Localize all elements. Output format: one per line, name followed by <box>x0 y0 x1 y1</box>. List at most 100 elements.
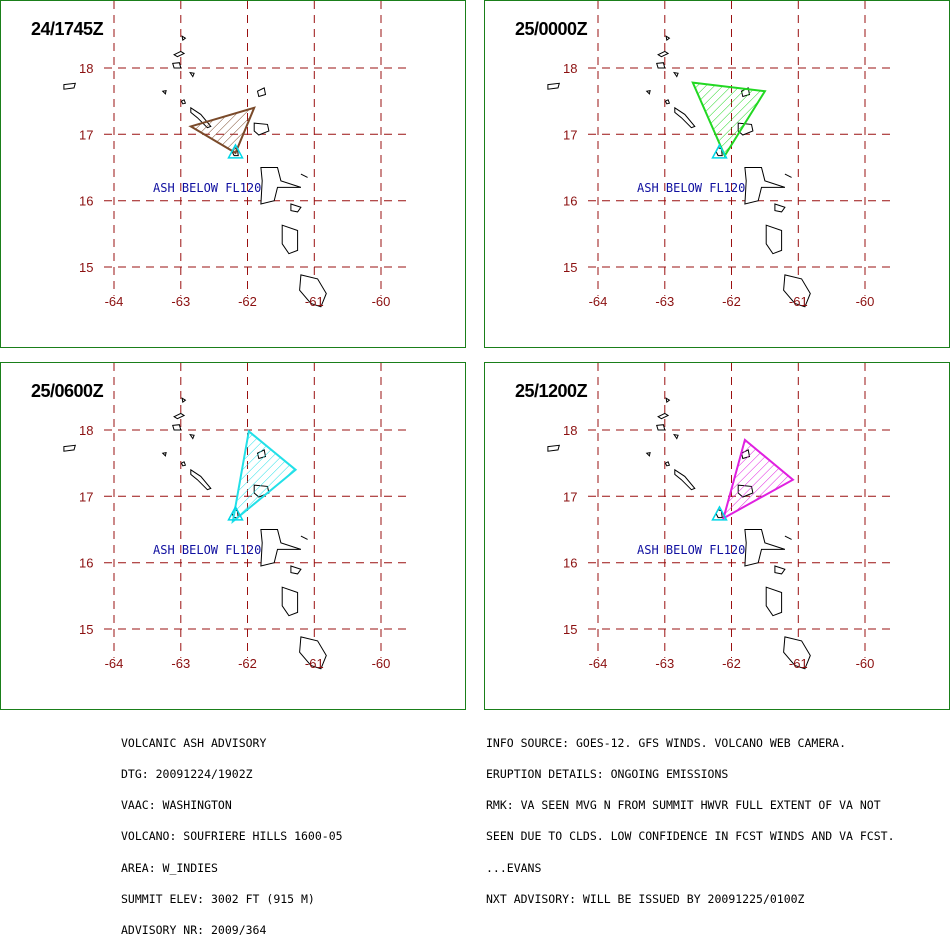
ash-cloud-polygon <box>691 81 767 158</box>
ash-cloud-polygon <box>231 429 298 524</box>
volcano-icon <box>227 505 244 521</box>
island-outline <box>674 468 696 491</box>
advisory-info-right: INFO SOURCE: GOES-12. GFS WINDS. VOLCANO… <box>486 717 895 915</box>
island-outline <box>256 87 267 98</box>
advisory-line: ADVISORY NR: 2009/364 <box>121 923 267 938</box>
longitude-label: -61 <box>789 294 808 309</box>
island-outline <box>181 397 187 403</box>
latitude-label: 15 <box>79 260 93 275</box>
longitude-label: -61 <box>789 656 808 671</box>
island-outline <box>189 433 195 440</box>
island-outline <box>290 565 302 575</box>
latitude-label: 15 <box>563 622 577 637</box>
map-panel-3: 18 17 16 15 -64 -63 -62 -61 -60 ASH BELOW FL120 2… <box>0 362 466 710</box>
forecast-time-label: 25/1200Z <box>515 381 588 401</box>
island-outline <box>673 71 679 78</box>
latitude-label: 15 <box>79 622 93 637</box>
longitude-label: -63 <box>171 294 190 309</box>
latitude-label: 16 <box>563 194 577 209</box>
map-panel-2: 18 17 16 15 -64 -63 -62 -61 -60 ASH BELOW FL120 2… <box>484 0 950 348</box>
island-outline <box>547 444 560 452</box>
longitude-label: -61 <box>305 294 324 309</box>
map-panel-1: 18 17 16 15 -64 -63 -62 -61 -60 ASH BELOW FL120 2… <box>0 0 466 348</box>
island-outline <box>161 451 167 457</box>
island-outline <box>657 412 670 420</box>
island-outline <box>665 397 671 403</box>
ash-level-annotation: ASH BELOW FL120 <box>153 543 261 557</box>
longitude-label: -62 <box>238 294 257 309</box>
island-outline <box>664 99 671 105</box>
island-outline <box>281 586 299 617</box>
island-outline <box>253 122 270 136</box>
island-outline <box>774 565 786 575</box>
forecast-time-label: 24/1745Z <box>31 19 104 39</box>
volcano-icon <box>711 505 728 521</box>
latitude-label: 17 <box>563 489 577 504</box>
island-outline <box>299 636 327 670</box>
advisory-line: NXT ADVISORY: WILL BE ISSUED BY 20091225… <box>486 891 805 906</box>
advisory-line: DTG: 20091224/1902Z <box>121 767 253 782</box>
advisory-line: ...EVANS <box>486 860 542 875</box>
map-canvas: 18 17 16 15 -64 -63 -62 -61 -60 ASH BELOW FL120 <box>63 1 406 309</box>
latitude-label: 17 <box>563 127 577 142</box>
island-outline <box>664 461 671 467</box>
island-outline <box>180 461 187 467</box>
advisory-line: SEEN DUE TO CLDS. LOW CONFIDENCE IN FCST… <box>486 829 895 844</box>
ash-level-annotation: ASH BELOW FL120 <box>637 543 745 557</box>
island-outline <box>173 50 186 58</box>
island-outline <box>300 173 308 178</box>
island-outline <box>299 274 327 308</box>
longitude-label: -63 <box>655 294 674 309</box>
map-canvas: 18 17 16 15 -64 -63 -62 -61 -60 ASH BELOW FL120 <box>547 363 890 671</box>
longitude-label: -61 <box>305 656 324 671</box>
latitude-label: 16 <box>563 556 577 571</box>
map-panel-4: 18 17 16 15 -64 -63 -62 -61 -60 ASH BELOW FL120 2… <box>484 362 950 710</box>
advisory-line: VOLCANO: SOUFRIERE HILLS 1600-05 <box>121 829 343 844</box>
island-outline <box>645 89 651 95</box>
island-outline <box>300 535 308 540</box>
longitude-label: -64 <box>105 294 124 309</box>
island-outline <box>783 274 811 308</box>
map-canvas: 18 17 16 15 -64 -63 -62 -61 -60 ASH BELOW FL120 <box>547 1 890 309</box>
island-outline <box>784 535 792 540</box>
advisory-info-left: VOLCANIC ASH ADVISORY DTG: 20091224/1902… <box>121 717 343 946</box>
advisory-line: VOLCANIC ASH ADVISORY <box>121 735 267 750</box>
longitude-label: -60 <box>856 656 875 671</box>
island-outline <box>547 82 560 90</box>
advisory-line: INFO SOURCE: GOES-12. GFS WINDS. VOLCANO… <box>486 735 847 750</box>
ash-level-annotation: ASH BELOW FL120 <box>153 181 261 195</box>
longitude-label: -62 <box>722 656 741 671</box>
volcano-icon <box>711 143 728 159</box>
island-outline <box>674 106 696 129</box>
island-outline <box>63 82 76 90</box>
island-outline <box>765 224 783 255</box>
longitude-label: -62 <box>722 294 741 309</box>
island-outline <box>673 433 679 440</box>
island-outline <box>665 35 671 41</box>
advisory-line: SUMMIT ELEV: 3002 FT (915 M) <box>121 891 315 906</box>
island-outline <box>645 451 651 457</box>
island-outline <box>161 89 167 95</box>
island-outline <box>656 424 666 431</box>
forecast-time-label: 25/0600Z <box>31 381 104 401</box>
island-outline <box>281 224 299 255</box>
latitude-label: 15 <box>563 260 577 275</box>
island-outline <box>774 203 786 213</box>
longitude-label: -60 <box>856 294 875 309</box>
island-outline <box>765 586 783 617</box>
latitude-label: 17 <box>79 489 93 504</box>
longitude-label: -62 <box>238 656 257 671</box>
island-outline <box>180 99 187 105</box>
longitude-label: -60 <box>372 294 391 309</box>
forecast-time-label: 25/0000Z <box>515 19 588 39</box>
island-outline <box>173 412 186 420</box>
longitude-label: -64 <box>105 656 124 671</box>
island-outline <box>783 636 811 670</box>
island-outline <box>189 71 195 78</box>
latitude-label: 18 <box>563 423 577 438</box>
latitude-label: 18 <box>563 61 577 76</box>
island-outline <box>181 35 187 41</box>
latitude-label: 18 <box>79 423 93 438</box>
island-outline <box>172 424 182 431</box>
island-outline <box>260 167 302 205</box>
